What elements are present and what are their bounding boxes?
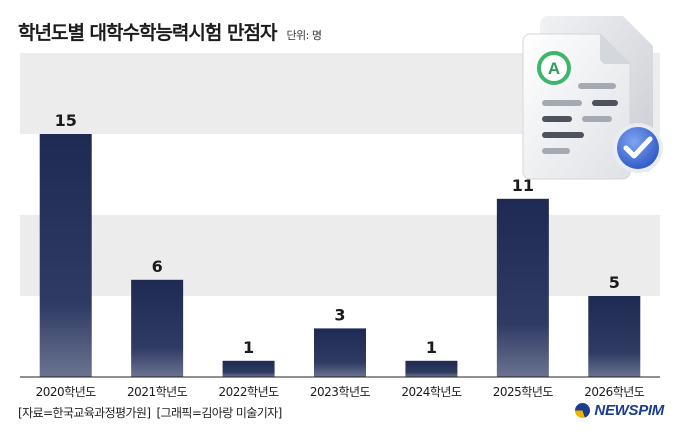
grade-letter: A <box>548 59 560 78</box>
grid-band <box>20 215 660 296</box>
x-tick-label: 2020학년도 <box>36 385 97 399</box>
x-tick-label: 2024학년도 <box>401 385 462 399</box>
data-label: 15 <box>55 111 77 130</box>
bar-2024학년도 <box>405 360 458 377</box>
bar-2022학년도 <box>222 360 275 377</box>
bar-2023학년도 <box>314 328 366 377</box>
bar-2021학년도 <box>131 279 184 377</box>
source-text: [자료=한국교육과정평가원] <box>18 406 151 420</box>
title-row: 학년도별 대학수학능력시험 만점자 단위: 명 <box>18 18 322 48</box>
unit-label: 단위: 명 <box>286 29 322 42</box>
data-label: 11 <box>512 176 534 195</box>
chart-title: 학년도별 대학수학능력시험 만점자 <box>18 22 277 44</box>
bar-2026학년도 <box>588 296 641 377</box>
x-tick-label: 2022학년도 <box>218 385 279 399</box>
logo-text: NEWSPIM <box>594 402 664 419</box>
x-tick-label: 2025학년도 <box>493 385 554 399</box>
data-label: 1 <box>426 338 437 357</box>
x-tick-label: 2026학년도 <box>584 385 645 399</box>
source-credit: [자료=한국교육과정평가원] [그래픽=김아랑 미술기자] <box>18 404 282 421</box>
data-label: 1 <box>243 338 254 357</box>
x-tick-label: 2021학년도 <box>127 385 188 399</box>
bar-2025학년도 <box>496 198 549 377</box>
bar-chart: 15 2020학년도 6 2021학년도 1 2022학년도 3 2023학년도 1 2024학년… <box>20 53 660 399</box>
logo-mark-icon <box>575 403 591 418</box>
data-label: 6 <box>152 257 163 276</box>
bar-2020학년도 <box>39 134 92 377</box>
x-tick-label: 2023학년도 <box>310 385 371 399</box>
data-label: 5 <box>609 273 620 292</box>
data-label: 3 <box>334 305 345 324</box>
credit-text: [그래픽=김아랑 미술기자] <box>156 406 282 420</box>
newspim-logo: NEWSPIM <box>575 402 664 419</box>
document-with-grade-a-and-checkmark-icon: A <box>522 16 663 180</box>
